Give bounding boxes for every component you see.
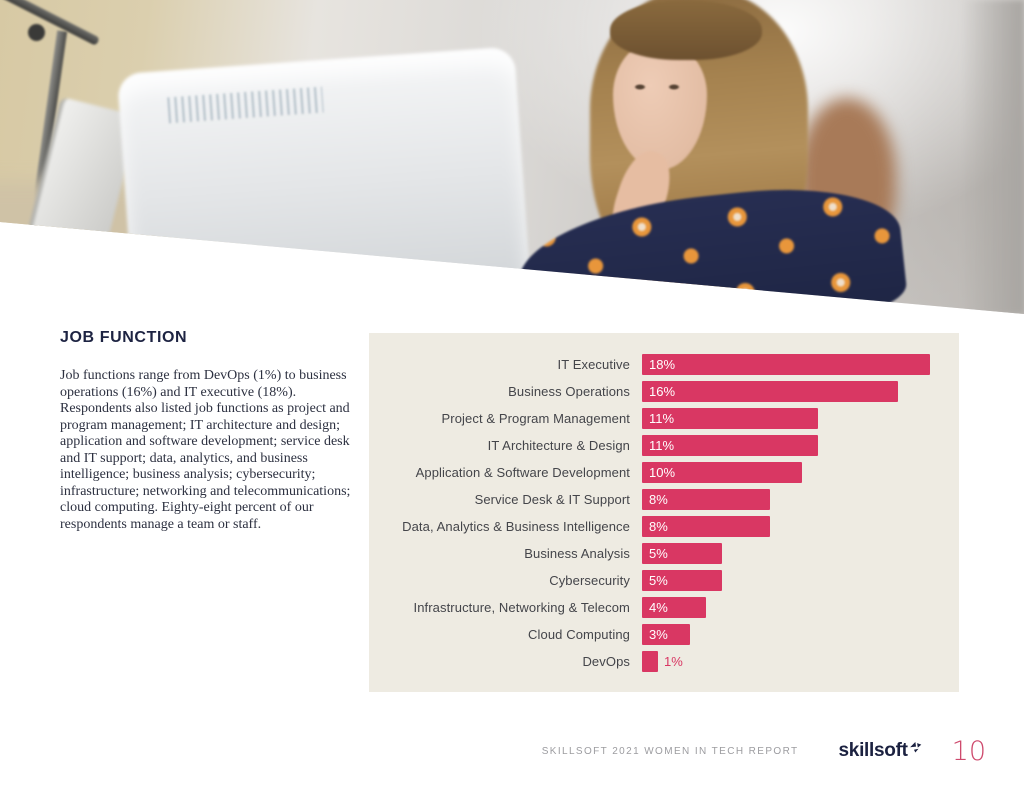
background-pillar <box>962 0 1024 314</box>
bar: 8% <box>642 489 770 510</box>
skillsoft-spark-icon <box>909 742 921 753</box>
chart-row: Business Analysis 5% <box>369 543 959 564</box>
bar-track: 8% <box>642 516 959 537</box>
bar: 5% <box>642 570 722 591</box>
bar-track: 11% <box>642 408 959 429</box>
bar-value-label: 5% <box>649 546 668 561</box>
chart-row: Application & Software Development 10% <box>369 462 959 483</box>
bar-category-label: Service Desk & IT Support <box>474 492 630 507</box>
bar-value-label: 18% <box>649 357 676 372</box>
bar-track: 4% <box>642 597 959 618</box>
chart-row: Cybersecurity 5% <box>369 570 959 591</box>
office-background <box>0 0 1024 314</box>
bar-category-label: IT Executive <box>557 357 630 372</box>
bar-value-label: 11% <box>649 411 675 426</box>
bar: 16% <box>642 381 898 402</box>
bar-category-label: Data, Analytics & Business Intelligence <box>402 519 630 534</box>
bar-track: 11% <box>642 435 959 456</box>
bar-track: 16% <box>642 381 959 402</box>
bar-value-label: 11% <box>649 438 675 453</box>
bar-category-label: Infrastructure, Networking & Telecom <box>413 600 630 615</box>
bar-value-label: 16% <box>649 384 676 399</box>
bar: 10% <box>642 462 802 483</box>
bar-track: 5% <box>642 570 959 591</box>
footer-report-title: SKILLSOFT 2021 WOMEN IN TECH REPORT <box>541 745 799 757</box>
bar-category-label: Project & Program Management <box>441 411 630 426</box>
bar-value-label: 3% <box>649 627 668 642</box>
bar-category-label: Cybersecurity <box>549 573 630 588</box>
bar-category-label: DevOps <box>582 654 630 669</box>
bar-track: 1% <box>642 651 959 672</box>
chart-row: Service Desk & IT Support 8% <box>369 489 959 510</box>
bar-category-label: Application & Software Development <box>415 465 630 480</box>
chart-row: DevOps 1% <box>369 651 959 672</box>
chart-row: Project & Program Management 11% <box>369 408 959 429</box>
hero-photo <box>0 0 1024 314</box>
page-footer: SKILLSOFT 2021 WOMEN IN TECH REPORT skil… <box>0 730 1024 772</box>
section-title: JOB FUNCTION <box>60 329 188 346</box>
body-paragraph: Job functions range from DevOps (1%) to … <box>60 368 351 532</box>
text-column: JOB FUNCTION Job functions range from De… <box>60 329 360 533</box>
chart-row: Business Operations 16% <box>369 381 959 402</box>
bar-track: 5% <box>642 543 959 564</box>
bar: 18% <box>642 354 930 375</box>
desk-lamp-joint <box>28 24 45 41</box>
bar-track: 8% <box>642 489 959 510</box>
bar: 8% <box>642 516 770 537</box>
bar-track: 18% <box>642 354 959 375</box>
bar: 4% <box>642 597 706 618</box>
bar-value-label: 8% <box>649 519 668 534</box>
bar-category-label: Cloud Computing <box>528 627 630 642</box>
woman-floral-top <box>511 176 910 314</box>
bar-value-label: 10% <box>649 465 676 480</box>
bar: 5% <box>642 543 722 564</box>
bar-category-label: IT Architecture & Design <box>487 438 630 453</box>
bar-chart: IT Executive 18% Business Operations 16% Pro… <box>369 333 959 692</box>
bar: 11% <box>642 435 818 456</box>
bar-value-label: 8% <box>649 492 668 507</box>
bar: 3% <box>642 624 690 645</box>
chart-row: IT Architecture & Design 11% <box>369 435 959 456</box>
woman-bangs <box>610 0 762 60</box>
chart-row: Infrastructure, Networking & Telecom 4% <box>369 597 959 618</box>
bar <box>642 651 658 672</box>
desk-lamp-arm <box>0 0 100 46</box>
page-number: 10 <box>951 735 986 767</box>
chart-row: IT Executive 18% <box>369 354 959 375</box>
bar-value-label: 1% <box>664 654 683 669</box>
woman-eyes <box>628 82 688 92</box>
skillsoft-logo-text: skillsoft <box>838 740 908 761</box>
bar-category-label: Business Analysis <box>524 546 630 561</box>
bar-category-label: Business Operations <box>508 384 630 399</box>
skillsoft-logo: skillsoft <box>839 740 922 762</box>
bar-value-label: 5% <box>649 573 668 588</box>
chart-row: Data, Analytics & Business Intelligence 8… <box>369 516 959 537</box>
woman-face <box>613 40 707 170</box>
bar-track: 3% <box>642 624 959 645</box>
bar: 11% <box>642 408 818 429</box>
monitor-back <box>116 46 534 314</box>
chart-row: Cloud Computing 3% <box>369 624 959 645</box>
bar-value-label: 4% <box>649 600 668 615</box>
bar-track: 10% <box>642 462 959 483</box>
